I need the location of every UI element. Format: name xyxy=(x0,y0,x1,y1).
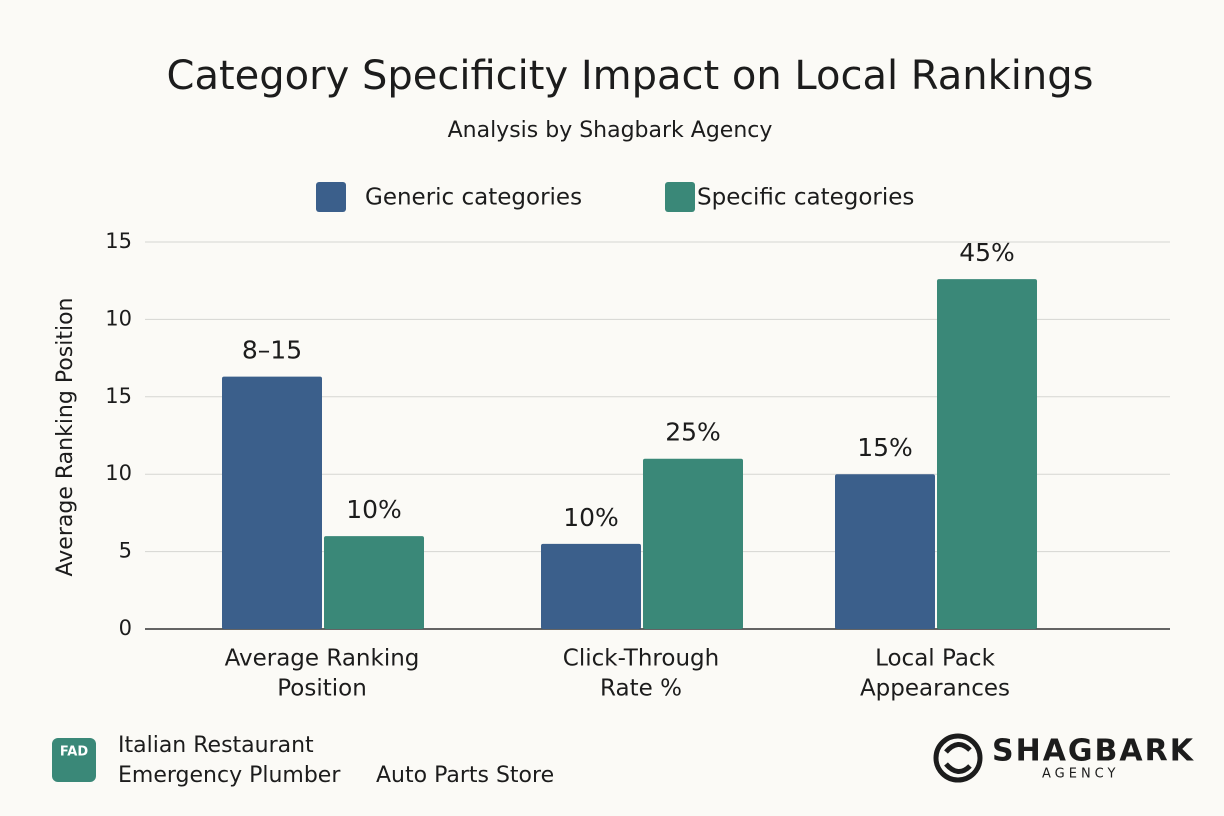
logo-circle xyxy=(933,733,983,783)
bar xyxy=(937,279,1037,629)
legend-label: Specific categories xyxy=(697,185,914,211)
bar-label: 45% xyxy=(959,238,1015,267)
bar-label: 8–15 xyxy=(242,336,302,365)
x-tick-label: Click-Through xyxy=(563,646,719,672)
y-tick-label: 5 xyxy=(119,539,132,563)
x-tick-label: Local Pack xyxy=(875,646,995,672)
footer-category: Auto Parts Store xyxy=(376,763,554,788)
logo-mark xyxy=(933,733,983,783)
bar xyxy=(835,474,935,629)
x-tick-label: Average Ranking xyxy=(225,646,420,672)
chart-subtitle: Analysis by Shagbark Agency xyxy=(448,118,773,143)
footer-category: Emergency Plumber xyxy=(118,763,341,788)
footer-icon-text: FAD xyxy=(60,745,88,760)
bar-label: 10% xyxy=(346,495,402,524)
y-tick-label: 10 xyxy=(105,306,132,330)
bar xyxy=(222,376,322,629)
bar-label: 15% xyxy=(857,433,913,462)
bar-label: 10% xyxy=(563,503,619,532)
footer-icon xyxy=(52,738,96,782)
bar xyxy=(324,536,424,629)
y-tick-label: 0 xyxy=(119,616,132,640)
bar xyxy=(643,458,743,629)
logo-name: SHAGBARK xyxy=(992,734,1195,769)
legend-label: Generic categories xyxy=(365,185,582,211)
footer-category: Italian Restaurant xyxy=(118,733,314,758)
x-tick-label: Position xyxy=(277,676,367,702)
legend-swatch xyxy=(316,182,346,212)
bar-label: 25% xyxy=(665,418,721,447)
footer: FAD Italian Restaurant Emergency Plumber… xyxy=(52,733,1195,788)
logo-swirl xyxy=(944,742,972,774)
y-tick-label: 10 xyxy=(105,461,132,485)
y-tick-label: 15 xyxy=(105,229,132,253)
y-axis-label: Average Ranking Position xyxy=(53,298,78,577)
chart-title: Category Specificity Impact on Local Ran… xyxy=(167,53,1094,99)
logo-tagline: AGENCY xyxy=(1042,767,1119,782)
legend-swatch xyxy=(665,182,695,212)
x-tick-label: Rate % xyxy=(600,676,682,702)
x-tick-label: Appearances xyxy=(860,676,1010,702)
y-tick-label: 15 xyxy=(105,384,132,408)
bar xyxy=(541,543,641,629)
